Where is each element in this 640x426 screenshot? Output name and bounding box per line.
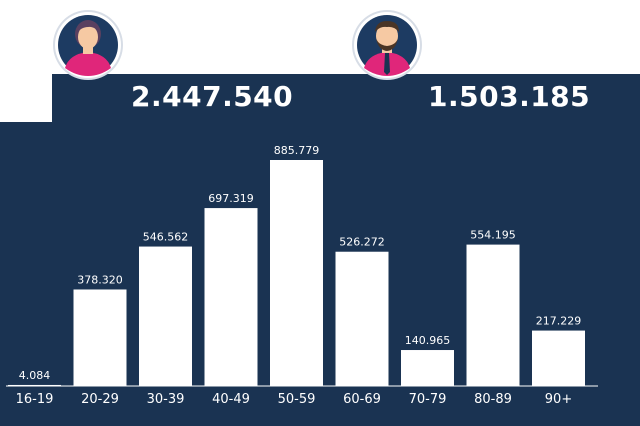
male-total: 1.503.185 <box>428 80 591 113</box>
x-tick-label: 20-29 <box>81 392 119 407</box>
bar-value-label: 697.319 <box>208 192 254 205</box>
x-tick-label: 16-19 <box>16 392 54 407</box>
header-band <box>52 74 640 130</box>
x-tick-label: 70-79 <box>409 392 447 407</box>
bar-value-label: 378.320 <box>77 273 123 286</box>
x-tick-label: 30-39 <box>147 392 185 407</box>
bar-70-79 <box>401 350 454 386</box>
bar-16-19 <box>8 384 61 386</box>
x-tick-label: 40-49 <box>212 392 250 407</box>
bar-value-label: 217.229 <box>536 315 582 328</box>
bar-value-label: 885.779 <box>274 144 320 157</box>
male-avatar-icon <box>354 12 420 78</box>
x-tick-label: 60-69 <box>343 392 381 407</box>
x-tick-label: 80-89 <box>474 392 512 407</box>
bar-20-29 <box>73 289 127 386</box>
bar-value-label: 526.272 <box>339 236 385 249</box>
x-tick-label: 90+ <box>545 392 572 407</box>
bar-50-59 <box>270 160 323 386</box>
bar-value-label: 554.195 <box>470 229 516 242</box>
bar-90+ <box>532 330 585 386</box>
female-avatar-icon <box>55 12 121 78</box>
bar-value-label: 4.084 <box>19 369 51 382</box>
female-total: 2.447.540 <box>131 80 294 113</box>
bar-value-label: 140.965 <box>405 334 451 347</box>
bar-80-89 <box>466 244 520 386</box>
bar-40-49 <box>204 208 258 386</box>
bar-30-39 <box>139 246 192 386</box>
bar-value-label: 546.562 <box>143 231 189 244</box>
bar-60-69 <box>335 251 389 386</box>
bars-group: 4.084 16-19 378.320 20-29 546.562 30-39 697.31… <box>8 144 585 407</box>
x-tick-label: 50-59 <box>278 392 316 407</box>
